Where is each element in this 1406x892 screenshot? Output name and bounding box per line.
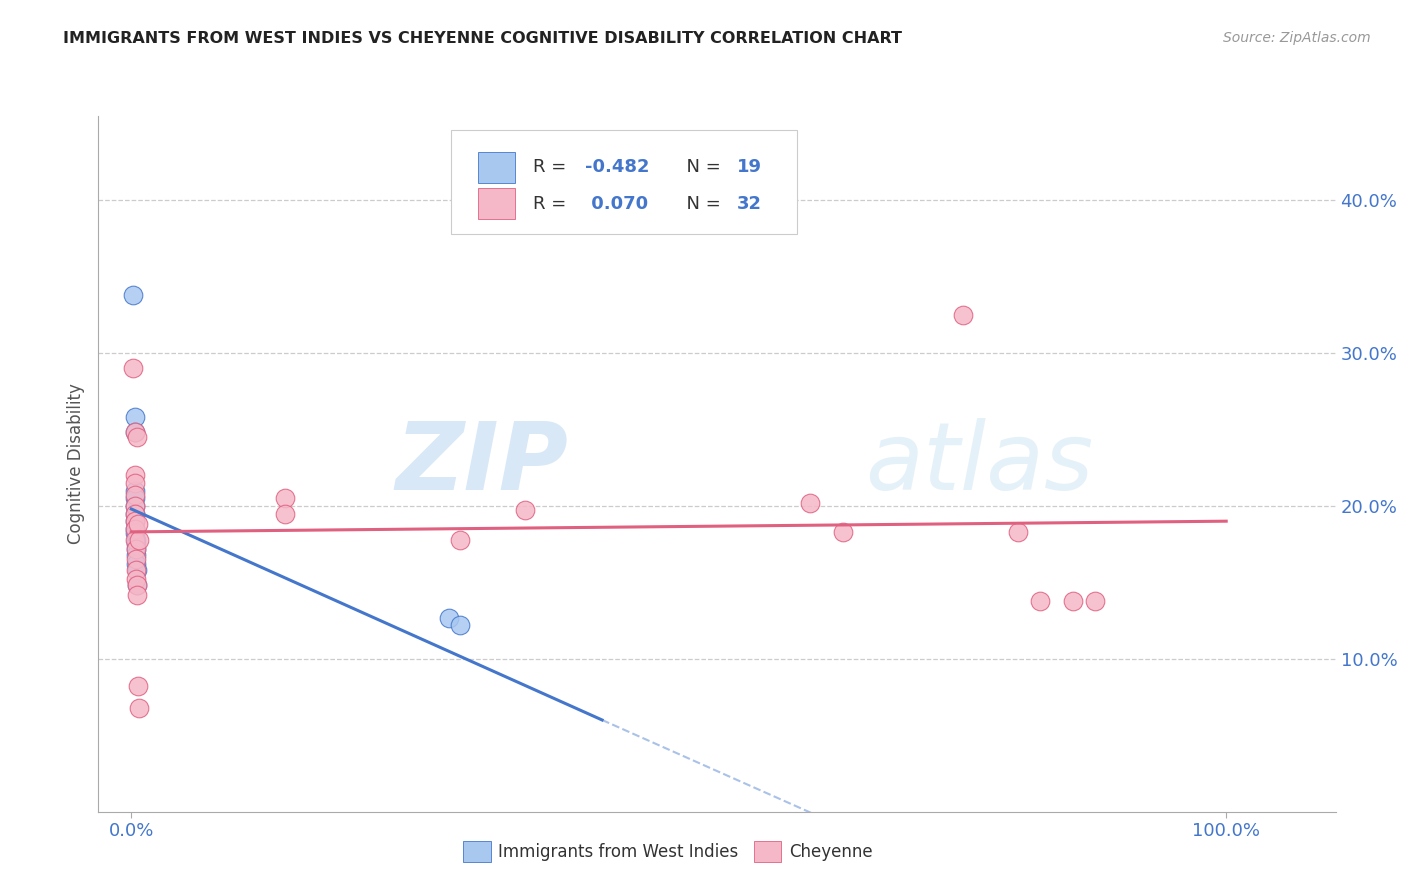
Point	[124, 491, 146, 506]
Text: R =: R =	[533, 194, 572, 212]
Text: N =: N =	[675, 159, 727, 177]
Point	[124, 541, 146, 556]
Bar	[478, 188, 516, 219]
Point	[127, 517, 149, 532]
Point	[832, 524, 855, 539]
Point	[124, 537, 146, 551]
Point	[128, 533, 150, 547]
Point	[124, 468, 146, 483]
Point	[124, 483, 146, 498]
Text: atlas: atlas	[866, 418, 1094, 509]
Point	[124, 507, 146, 521]
Point	[952, 308, 974, 322]
Bar	[478, 153, 516, 183]
Point	[273, 491, 295, 506]
Text: 19: 19	[737, 159, 762, 177]
Point	[1007, 524, 1029, 539]
Point	[127, 679, 149, 693]
Point	[124, 425, 146, 440]
Point	[122, 361, 145, 376]
Y-axis label: Cognitive Disability: Cognitive Disability	[67, 384, 86, 544]
Text: 0.070: 0.070	[585, 194, 648, 212]
Point	[449, 533, 471, 547]
Text: Source: ZipAtlas.com: Source: ZipAtlas.com	[1223, 31, 1371, 45]
Point	[124, 425, 146, 440]
Point	[122, 288, 145, 302]
Point	[124, 488, 146, 502]
Point	[124, 522, 146, 536]
Text: 32: 32	[737, 194, 762, 212]
Point	[437, 610, 460, 624]
Point	[1084, 593, 1107, 607]
Bar	[464, 841, 491, 862]
Point	[273, 507, 295, 521]
Point	[124, 514, 146, 528]
Point	[125, 588, 148, 602]
Point	[124, 533, 146, 547]
Point	[799, 496, 821, 510]
Point	[124, 499, 146, 513]
Text: N =: N =	[675, 194, 727, 212]
Point	[1029, 593, 1052, 607]
Text: IMMIGRANTS FROM WEST INDIES VS CHEYENNE COGNITIVE DISABILITY CORRELATION CHART: IMMIGRANTS FROM WEST INDIES VS CHEYENNE …	[63, 31, 903, 46]
Point	[124, 514, 146, 528]
Bar	[754, 841, 782, 862]
Point	[124, 548, 146, 562]
Text: ZIP: ZIP	[395, 417, 568, 510]
Point	[124, 522, 146, 536]
Point	[1062, 593, 1084, 607]
Point	[449, 618, 471, 632]
Point	[125, 430, 148, 444]
Point	[124, 541, 146, 556]
FancyBboxPatch shape	[451, 130, 797, 235]
Point	[124, 533, 146, 547]
Point	[124, 526, 146, 541]
Text: R =: R =	[533, 159, 572, 177]
Point	[124, 499, 146, 513]
Point	[124, 572, 146, 586]
Point	[124, 563, 146, 577]
Point	[124, 410, 146, 425]
Point	[124, 557, 146, 571]
Point	[125, 578, 148, 592]
Point	[128, 700, 150, 714]
Text: Cheyenne: Cheyenne	[789, 843, 873, 861]
Point	[125, 563, 148, 577]
Point	[124, 552, 146, 566]
Text: -0.482: -0.482	[585, 159, 650, 177]
Point	[125, 578, 148, 592]
Point	[124, 507, 146, 521]
Point	[124, 475, 146, 490]
Point	[515, 503, 537, 517]
Text: Immigrants from West Indies: Immigrants from West Indies	[498, 843, 738, 861]
